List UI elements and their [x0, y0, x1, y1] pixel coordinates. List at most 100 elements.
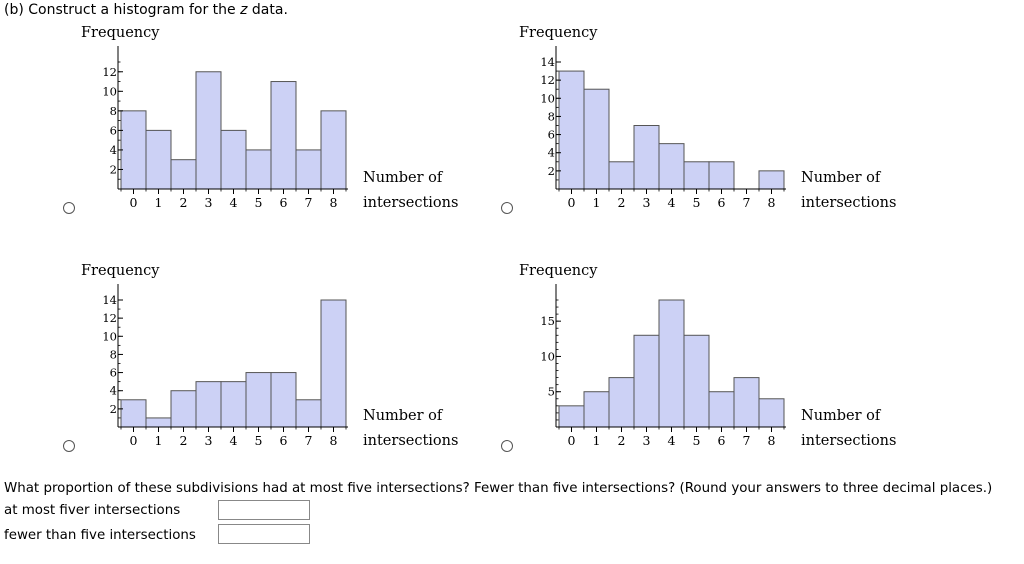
x-tick-label: 2	[180, 433, 188, 448]
bar-6	[270, 81, 297, 190]
bar-2	[608, 377, 635, 428]
x-tick-label: 7	[305, 433, 313, 448]
part-heading: (b) Construct a histogram for the z data…	[4, 2, 288, 18]
y-tick-label: 10	[102, 84, 117, 98]
answer-input-fewer-than-five[interactable]	[218, 524, 310, 544]
x-axis-label: Number of intersections	[363, 170, 458, 211]
x-tick-label: 0	[130, 433, 138, 448]
bar-8	[320, 110, 347, 190]
bar-2	[170, 159, 197, 190]
option-a-radio[interactable]	[63, 202, 75, 214]
x-tick-label: 2	[618, 195, 626, 210]
x-tick-label: 5	[693, 195, 701, 210]
bar-1	[583, 88, 610, 190]
bar-4	[658, 143, 685, 190]
bar-4	[220, 129, 247, 190]
part-heading-prefix: (b) Construct a histogram for the	[4, 2, 241, 18]
y-tick-label: 6	[110, 366, 117, 380]
y-tick-label: 4	[110, 384, 117, 398]
bar-0	[558, 405, 585, 428]
y-tick-label: 12	[540, 73, 555, 87]
histogram-option-b: Frequency 2 4 6 8 10 12 14 0 1 2 3 4 5 6 7 8 Number of int…	[516, 20, 896, 220]
bar-0	[558, 70, 585, 190]
bar-3	[195, 381, 222, 428]
bar-5	[683, 334, 710, 428]
x-axis-label-line: Number of	[801, 170, 882, 186]
x-tick-label: 2	[180, 195, 188, 210]
x-tick-label: 2	[618, 433, 626, 448]
x-tick-label: 1	[593, 195, 601, 210]
x-tick-label: 0	[568, 433, 576, 448]
option-d-radio[interactable]	[501, 440, 513, 452]
option-c-radio[interactable]	[63, 440, 75, 452]
x-tick-label: 1	[155, 195, 163, 210]
answer-input-at-most-five[interactable]	[218, 500, 310, 520]
y-tick-label: 8	[548, 109, 555, 123]
bar-8	[758, 170, 785, 190]
x-axis-label: Number of intersections	[801, 408, 896, 449]
y-tick-label: 8	[110, 347, 117, 361]
x-tick-label: 0	[568, 195, 576, 210]
x-tick-label: 0	[130, 195, 138, 210]
bar-4	[220, 381, 247, 428]
x-tick-label: 6	[280, 195, 288, 210]
x-tick-label: 3	[643, 195, 651, 210]
x-axis-label-line: intersections	[363, 195, 458, 211]
y-tick-label: 5	[548, 385, 555, 399]
y-tick-label: 2	[110, 402, 117, 416]
bar-2	[170, 390, 197, 428]
y-tick-label: 12	[102, 311, 117, 325]
bar-6	[708, 391, 735, 428]
bar-3	[195, 71, 222, 190]
bar-7	[733, 377, 760, 428]
y-axis-label: Frequency	[519, 263, 598, 279]
x-tick-label: 4	[230, 433, 238, 448]
x-tick-label: 3	[643, 433, 651, 448]
y-tick-label: 10	[540, 91, 555, 105]
bar-3	[633, 125, 660, 190]
bar-5	[245, 372, 272, 428]
answer-label-fewer-than-five: fewer than five intersections	[4, 528, 196, 543]
y-axis-label: Frequency	[81, 263, 160, 279]
x-tick-label: 7	[743, 195, 751, 210]
y-tick-label: 15	[540, 314, 555, 328]
histogram-option-d: Frequency 5 10 15 0 1 2 3 4 5 6 7 8 Number of intersec…	[516, 258, 896, 458]
bar-7	[295, 149, 322, 190]
x-tick-label: 1	[155, 433, 163, 448]
y-tick-label: 10	[102, 329, 117, 343]
histogram-option-c: Frequency 2 4 6 8 10 12 14 0 1 2 3 4 5 6 7 8 Number of int…	[78, 258, 458, 458]
bar-0	[120, 399, 147, 428]
y-tick-label: 14	[102, 293, 117, 307]
bar-5	[683, 161, 710, 190]
x-axis-label-line: Number of	[801, 408, 882, 424]
y-tick-label: 12	[102, 65, 117, 79]
x-tick-label: 1	[593, 433, 601, 448]
x-axis-label-line: Number of	[363, 170, 444, 186]
histogram-svg: Frequency 5 10 15 0 1 2 3 4 5 6 7 8 Number of intersec…	[519, 263, 896, 449]
option-b-radio[interactable]	[501, 202, 513, 214]
bar-4	[658, 299, 685, 428]
bar-8	[758, 398, 785, 428]
x-tick-label: 8	[768, 433, 776, 448]
y-tick-label: 6	[548, 128, 555, 142]
x-axis-label: Number of intersections	[801, 170, 896, 211]
x-axis-label-line: intersections	[801, 433, 896, 449]
bar-6	[270, 372, 297, 428]
x-tick-label: 5	[255, 433, 263, 448]
bar-2	[608, 161, 635, 190]
bar-1	[145, 417, 172, 428]
x-tick-label: 3	[205, 195, 213, 210]
x-axis-label-line: intersections	[801, 195, 896, 211]
bar-6	[708, 161, 735, 190]
histogram-option-a: Frequency 2 4 6 8 10 12 0 1 2 3 4 5 6 7 8 Number of inter…	[78, 20, 458, 220]
x-tick-label: 6	[718, 195, 726, 210]
bar-1	[583, 391, 610, 428]
bar-0	[120, 110, 147, 190]
x-axis-label-line: Number of	[363, 408, 444, 424]
bar-7	[295, 399, 322, 428]
x-tick-label: 6	[718, 433, 726, 448]
bar-5	[245, 149, 272, 190]
x-tick-label: 4	[230, 195, 238, 210]
